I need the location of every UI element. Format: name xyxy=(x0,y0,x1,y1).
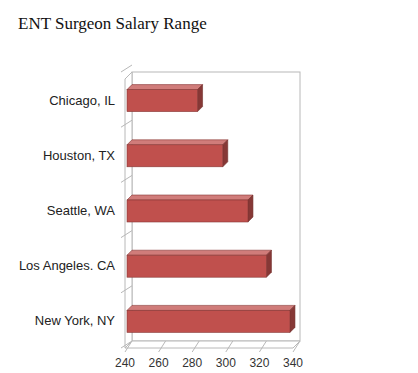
bar xyxy=(127,305,295,332)
tick-mark xyxy=(192,341,199,352)
tick-mark xyxy=(259,341,266,352)
chart-root: ENT Surgeon Salary Range 240 260 280 300 320 3… xyxy=(0,0,418,373)
tick-label: 280 xyxy=(182,356,202,370)
bar xyxy=(127,140,228,167)
tick-label: 340 xyxy=(283,356,303,370)
bar-end xyxy=(266,250,271,277)
bar-front xyxy=(127,145,223,167)
category-label: Seattle, WA xyxy=(47,203,115,218)
bar-top xyxy=(127,250,271,255)
bar-end xyxy=(248,195,253,222)
title: ENT Surgeon Salary Range xyxy=(18,14,207,33)
bar-top xyxy=(127,195,253,200)
bar-end xyxy=(290,305,295,332)
bar-top xyxy=(127,85,203,90)
bar-front xyxy=(127,200,248,222)
bar-top xyxy=(127,140,228,145)
category-separator xyxy=(121,65,132,72)
category-label: Los Angeles. CA xyxy=(19,258,115,273)
bar xyxy=(127,85,203,112)
bar-end xyxy=(223,140,228,167)
bar-front xyxy=(127,90,198,112)
category-label: New York, NY xyxy=(35,313,116,328)
tick-mark xyxy=(293,341,300,352)
category-separator xyxy=(121,120,132,127)
category-separator xyxy=(121,231,132,238)
tick-label: 260 xyxy=(149,356,169,370)
tick-mark xyxy=(226,341,233,352)
bar-end xyxy=(198,85,203,112)
bar xyxy=(127,195,253,222)
category-separator xyxy=(121,175,132,182)
tick-label: 240 xyxy=(115,356,135,370)
bar-top xyxy=(127,305,295,310)
bar-front xyxy=(127,255,266,277)
category-separator xyxy=(121,286,132,293)
bar xyxy=(127,250,271,277)
category-label: Chicago, IL xyxy=(49,93,115,108)
bar-front xyxy=(127,310,290,332)
tick-label: 300 xyxy=(216,356,236,370)
bars xyxy=(127,85,295,333)
category-label: Houston, TX xyxy=(43,148,115,163)
tick-mark xyxy=(125,341,132,352)
floor xyxy=(125,341,300,348)
tick-label: 320 xyxy=(249,356,269,370)
tick-mark xyxy=(159,341,166,352)
